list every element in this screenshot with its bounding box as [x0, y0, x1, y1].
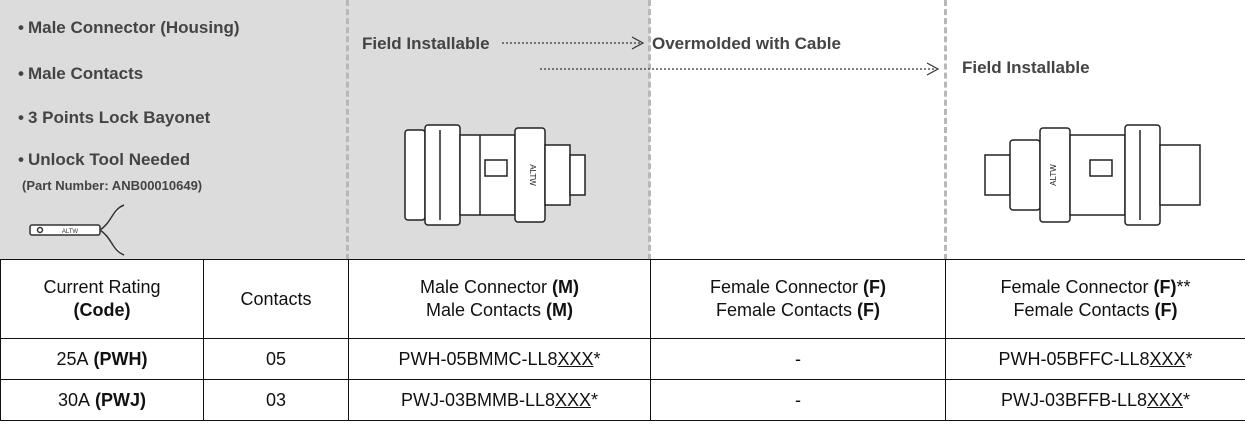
drawings: ALTW ALTW ALTW — [29, 36, 1201, 256]
cell-text: (F) — [1154, 300, 1178, 320]
table-cell: PWJ-03BFFB-LL8XXX* — [945, 379, 1245, 421]
feature: Male Connector (Housing) — [18, 18, 240, 38]
cell-text: PWJ-03BFFB-LL8 — [1000, 389, 1147, 410]
cell-line: - — [651, 348, 945, 371]
gray-panel — [0, 0, 348, 260]
header-row: Current Rating (Code) Contacts Male Connect… — [0, 259, 1245, 339]
cell-line: PWH-05BFFC-LL8XXX* — [946, 348, 1245, 371]
cell-text: * — [1183, 389, 1191, 410]
table-cell: Female Connector (F) Female Contacts (F) — [650, 259, 946, 339]
cell-text: * — [593, 348, 601, 369]
cell-text: Female Connector — [1000, 277, 1149, 297]
cell-line: Male Contacts (M) — [349, 299, 650, 322]
cell-line: 03 — [204, 389, 348, 412]
cell-text: XXX — [557, 348, 594, 369]
cell-text: XXX — [1147, 389, 1184, 410]
cell-text: (Code) — [73, 300, 131, 320]
cell-text: 05 — [265, 348, 287, 369]
cell-line: 30A (PWJ) — [1, 389, 203, 412]
cell-text: PWH-05BMMC-LL8 — [398, 348, 558, 369]
table-cell: Contacts — [203, 259, 349, 339]
cell-line: 05 — [204, 348, 348, 371]
cell-line: - — [651, 389, 945, 412]
table-cell: 30A (PWJ) — [0, 379, 204, 421]
cell-text: ** — [1176, 277, 1191, 297]
table-cell: 03 — [203, 379, 349, 421]
cell-text: Male Connector — [419, 277, 548, 297]
feature: Unlock Tool Needed — [18, 150, 190, 170]
cell-text: * — [1185, 348, 1193, 369]
cell-line: Male Connector (M) — [349, 276, 650, 299]
divider — [346, 0, 349, 260]
tool-brand: ALTW — [62, 229, 79, 235]
cell-text: Male Contacts — [425, 300, 542, 320]
cell-text: Female Contacts — [1013, 300, 1150, 320]
cell-text: XXX — [1149, 348, 1186, 369]
table-cell: Current Rating (Code) — [0, 259, 204, 339]
cell-text: - — [795, 348, 801, 369]
divider — [944, 0, 947, 260]
data-row: 25A (PWH) 05 PWH-05BMMC-LL8XXX* - PWH-05BFFC-… — [0, 338, 1245, 380]
feature: Male Contacts — [18, 64, 143, 84]
cell-text: (PWH) — [93, 348, 148, 369]
cell-line: Female Contacts (F) — [946, 299, 1245, 322]
table-cell: - — [650, 379, 946, 421]
cell-text: 03 — [265, 389, 287, 410]
cell-line: Female Connector (F) — [651, 276, 945, 299]
table-cell: 05 — [203, 338, 349, 380]
cell-line: 25A (PWH) — [1, 348, 203, 371]
cell-text: (F) — [863, 277, 887, 297]
cell-line: Female Connector (F)** — [946, 276, 1245, 299]
cell-line: Female Contacts (F) — [651, 299, 945, 322]
table-cell: PWJ-03BMMB-LL8XXX* — [348, 379, 651, 421]
cell-line: Current Rating — [1, 276, 203, 299]
part-table: Current Rating (Code) Contacts Male Connect… — [0, 259, 1245, 421]
cell-line: PWJ-03BMMB-LL8XXX* — [349, 389, 650, 412]
cell-text: PWH-05BFFC-LL8 — [998, 348, 1150, 369]
cell-text: Female Connector — [709, 277, 859, 297]
cell-text: 25A — [56, 348, 89, 369]
table-cell: 25A (PWH) — [0, 338, 204, 380]
cell-line: (Code) — [1, 299, 203, 322]
table-cell: Male Connector (M) Male Contacts (M) — [348, 259, 651, 339]
cell-text: 30A — [57, 389, 91, 410]
cell-text: (F) — [857, 300, 881, 320]
connector-brand: ALTW — [1049, 164, 1058, 186]
connector-brand: ALTW — [528, 164, 537, 186]
column-heading: Field Installable — [362, 34, 490, 53]
part-number-note: (Part Number: ANB00010649) — [22, 178, 203, 193]
table-cell: PWH-05BFFC-LL8XXX* — [945, 338, 1245, 380]
cell-text: Contacts — [240, 288, 312, 309]
column-heading: Field Installable — [962, 58, 1090, 77]
column-heading: Overmolded with Cable — [652, 34, 841, 53]
cell-line: PWH-05BMMC-LL8XXX* — [349, 348, 650, 371]
cell-text: (M) — [552, 277, 580, 297]
cell-text: Female Contacts — [715, 300, 853, 320]
table-cell: Female Connector (F)** Female Contacts (F) — [945, 259, 1245, 339]
data-row: 30A (PWJ) 03 PWJ-03BMMB-LL8XXX* - PWJ-03BFFB-… — [0, 379, 1245, 421]
cell-text: (M) — [546, 300, 574, 320]
cell-text: PWJ-03BMMB-LL8 — [400, 389, 555, 410]
cell-text: - — [795, 389, 801, 410]
cell-line: PWJ-03BFFB-LL8XXX* — [946, 389, 1245, 412]
cell-text: (PWJ) — [95, 389, 147, 410]
feature: 3 Points Lock Bayonet — [18, 108, 210, 128]
cell-text: (F) — [1153, 277, 1177, 297]
divider — [648, 0, 651, 260]
table-cell: - — [650, 338, 946, 380]
table-cell: PWH-05BMMC-LL8XXX* — [348, 338, 651, 380]
cell-text: XXX — [555, 389, 592, 410]
cell-line: Contacts — [204, 288, 348, 311]
cell-text: * — [591, 389, 599, 410]
cell-text: Current Rating — [43, 277, 161, 297]
